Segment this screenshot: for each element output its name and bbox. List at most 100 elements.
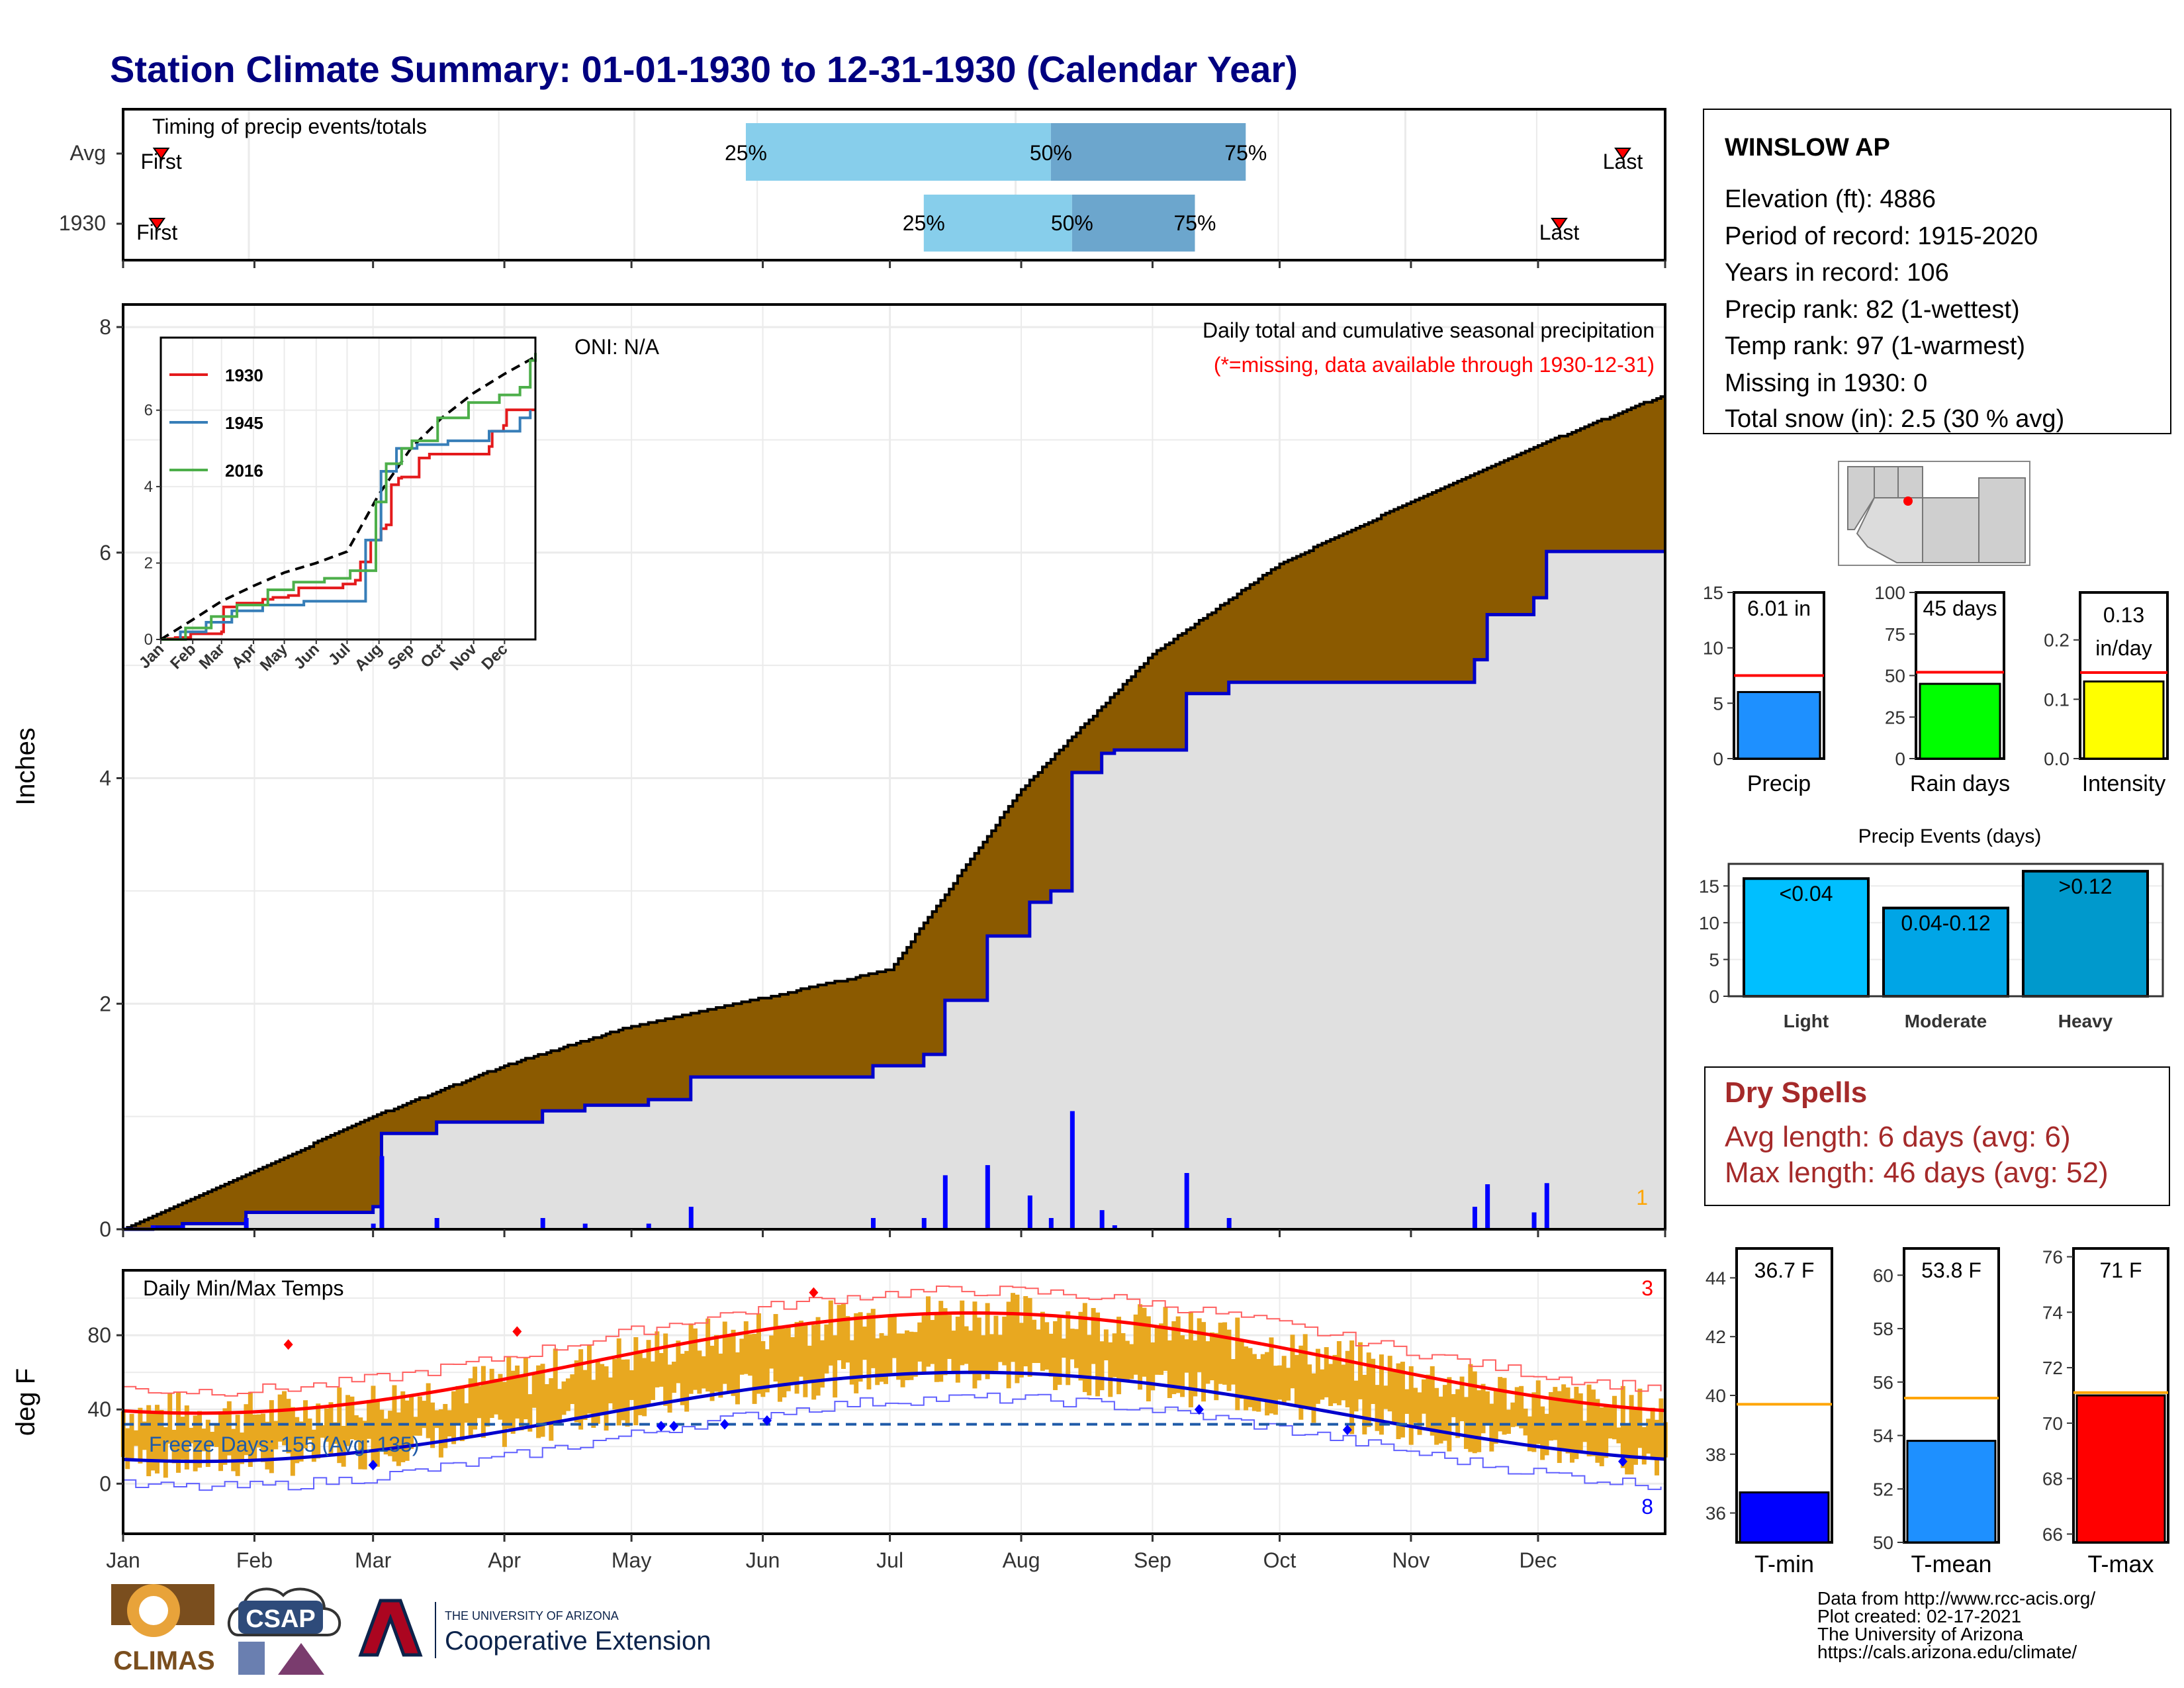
temp-day-bar bbox=[1120, 1333, 1126, 1382]
temp-day-bar bbox=[379, 1409, 385, 1450]
temp-day-bar bbox=[557, 1389, 563, 1426]
credit-line-1: Data from http://www.rcc-acis.org/ bbox=[1817, 1588, 2095, 1609]
temp-day-bar bbox=[1061, 1338, 1066, 1358]
events-title: Precip Events (days) bbox=[1858, 825, 2042, 847]
temp-day-bar bbox=[332, 1422, 338, 1444]
year-last-label: Last bbox=[1539, 220, 1580, 244]
daily-precip-bar bbox=[540, 1218, 545, 1229]
temp-y-axis: 0 40 80 bbox=[87, 1323, 123, 1495]
temp-day-bar bbox=[235, 1415, 240, 1476]
credits: Data from http://www.rcc-acis.org/ Plot … bbox=[1817, 1588, 2095, 1662]
temp-day-bar bbox=[477, 1385, 482, 1419]
temp-title: Daily Min/Max Temps bbox=[143, 1276, 343, 1300]
station-line-period: Period of record: 1915-2020 bbox=[1725, 222, 2038, 250]
temp-day-bar bbox=[1087, 1335, 1092, 1395]
temp-day-bar bbox=[1531, 1392, 1537, 1452]
inset-legend: 1930 1945 2016 bbox=[169, 365, 263, 481]
avg-min-line bbox=[122, 1370, 1666, 1464]
temp-day-bar bbox=[819, 1340, 825, 1388]
temp-summary-y-tick-label: 74 bbox=[2042, 1302, 2063, 1323]
avg-first-label: First bbox=[141, 150, 182, 173]
temp-day-bar bbox=[295, 1417, 300, 1464]
temp-day-bar bbox=[125, 1428, 130, 1470]
temp-day-bar bbox=[993, 1315, 999, 1371]
temp-summary-y-tick-label: 72 bbox=[2042, 1358, 2063, 1378]
temp-summary-bars: 36 38 40 42 44 36.7 F T-min 50 52 54 56 58 60 53.8 F T… bbox=[1706, 1247, 2169, 1577]
dry-spells-avg: Avg length: 6 days (avg: 6) bbox=[1725, 1121, 2071, 1153]
temp-day-bar bbox=[1366, 1352, 1371, 1427]
temp-day-bar bbox=[1502, 1378, 1507, 1435]
year-first-label: First bbox=[136, 220, 177, 244]
temp-day-bar bbox=[1048, 1333, 1054, 1377]
avg-first-marker bbox=[152, 148, 170, 160]
temp-day-bar bbox=[684, 1350, 690, 1412]
temp-day-bar bbox=[1150, 1342, 1156, 1391]
temp-day-bar bbox=[1484, 1391, 1490, 1424]
temp-day-bar bbox=[218, 1414, 224, 1472]
temp-summary-y-tick-label: 52 bbox=[1873, 1479, 1893, 1499]
daily-precip-bar bbox=[1544, 1183, 1549, 1229]
temp-day-bar bbox=[1392, 1372, 1397, 1423]
temp-day-bar bbox=[955, 1317, 960, 1383]
temp-day-bar bbox=[1557, 1391, 1562, 1464]
record-low-marker bbox=[1194, 1404, 1204, 1415]
temp-day-bar bbox=[1099, 1341, 1105, 1391]
event-bar-light bbox=[1743, 877, 1870, 998]
temp-day-bar bbox=[430, 1402, 435, 1448]
temp-day-bar bbox=[434, 1410, 439, 1429]
temp-day-bar bbox=[290, 1407, 295, 1476]
temp-frame bbox=[122, 1269, 1666, 1535]
record-low-marker bbox=[669, 1421, 679, 1432]
temp-day-bar bbox=[1561, 1384, 1567, 1450]
record-high-marker bbox=[512, 1326, 522, 1337]
temp-summary-value-bar bbox=[1906, 1440, 1997, 1544]
temp-day-bar bbox=[565, 1378, 570, 1411]
temp-day-bar bbox=[1290, 1335, 1295, 1389]
temp-day-bar bbox=[515, 1365, 520, 1419]
temp-day-bar bbox=[1608, 1407, 1613, 1439]
daily-precip-bar bbox=[870, 1218, 876, 1229]
temp-day-bar bbox=[1023, 1295, 1028, 1367]
temp-day-bar bbox=[900, 1333, 905, 1387]
temp-day-bar bbox=[146, 1405, 152, 1477]
temp-day-bar bbox=[214, 1425, 219, 1447]
temp-day-bar bbox=[676, 1340, 681, 1383]
temp-day-bar bbox=[248, 1391, 253, 1468]
temp-day-bar bbox=[1616, 1427, 1621, 1444]
summary-bar-rain-days: 0 25 50 75 100 45 days Rain days bbox=[1874, 583, 2010, 796]
ua-a-mark bbox=[358, 1599, 423, 1657]
temp-day-bar bbox=[1171, 1321, 1177, 1395]
avg-p50-label: 50% bbox=[1030, 141, 1072, 165]
event-bar-heavy bbox=[2022, 870, 2149, 998]
inset-series-2016 bbox=[161, 353, 537, 641]
temp-day-bar bbox=[531, 1374, 537, 1408]
temp-summary-y-tick-label: 56 bbox=[1873, 1372, 1893, 1393]
temp-day-bar bbox=[612, 1358, 617, 1410]
daily-precip-bar bbox=[646, 1223, 651, 1229]
temp-day-bar bbox=[1066, 1311, 1071, 1385]
temp-day-bar bbox=[828, 1300, 833, 1366]
daily-precip-bar bbox=[379, 1156, 385, 1229]
temp-day-bar bbox=[1455, 1389, 1461, 1438]
temp-day-bar bbox=[586, 1344, 592, 1414]
temp-day-bar bbox=[1108, 1342, 1113, 1397]
temp-day-bar bbox=[1307, 1364, 1312, 1409]
temp-y-tick-label: 40 bbox=[87, 1397, 111, 1421]
month-label: Feb bbox=[236, 1548, 273, 1572]
temp-day-bar bbox=[358, 1417, 363, 1470]
temp-day-bar bbox=[811, 1325, 817, 1400]
temp-day-bar bbox=[316, 1403, 321, 1459]
missing-note: (*=missing, data available through 1930-… bbox=[1214, 353, 1655, 377]
temp-day-bar bbox=[519, 1376, 524, 1430]
logos: CLIMAS CSAP THE UNIVERSITY OF ARIZONA Co… bbox=[111, 1584, 711, 1675]
inset-y-tick-label: 6 bbox=[144, 402, 153, 420]
temp-day-bar bbox=[443, 1403, 448, 1448]
temp-day-bar bbox=[409, 1396, 414, 1449]
temp-day-bar bbox=[655, 1331, 660, 1387]
temp-day-bar bbox=[1379, 1354, 1384, 1435]
temp-day-bar bbox=[701, 1356, 706, 1389]
temp-day-bar bbox=[769, 1335, 774, 1369]
temp-day-bar bbox=[1459, 1376, 1465, 1421]
temp-day-bar bbox=[1129, 1344, 1134, 1380]
temp-day-bar bbox=[1655, 1419, 1659, 1476]
